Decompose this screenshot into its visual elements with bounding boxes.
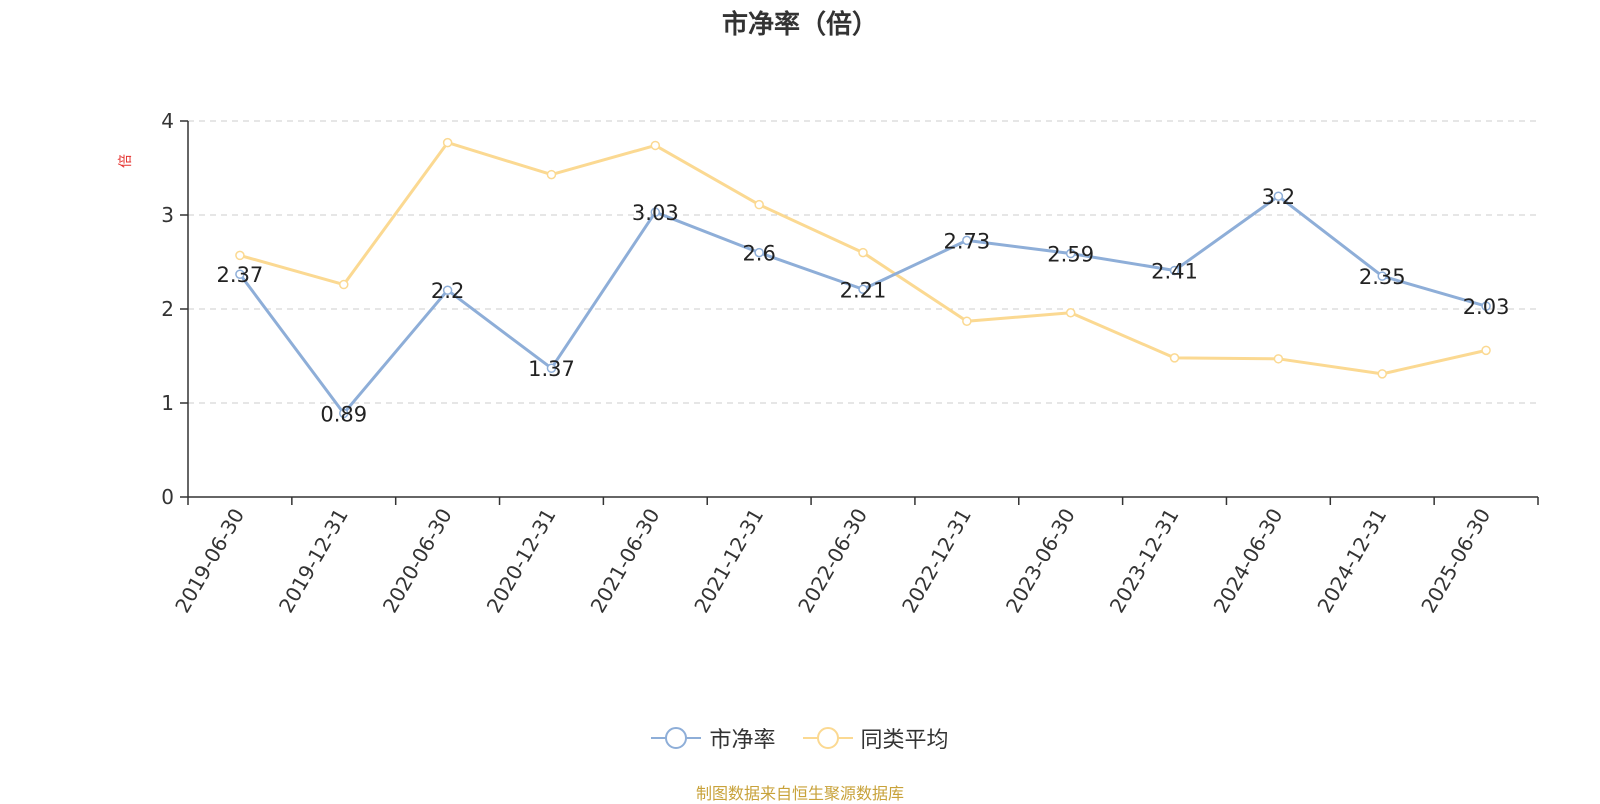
x-tick-label: 2023-06-30 [1001,504,1080,617]
data-point-0 [1481,301,1491,311]
data-point-0 [235,269,245,279]
data-point-1 [1065,308,1076,318]
data-point-1 [339,279,349,290]
data-point-1 [962,316,972,326]
y-tick-label: 4 [161,109,174,133]
x-tick-label: 2022-06-30 [793,504,872,617]
x-tick-label: 2024-06-30 [1209,504,1288,617]
data-label: 0.89 [320,402,367,426]
data-point-0 [1377,271,1387,281]
data-point-0 [546,363,557,373]
y-tick-label: 1 [161,391,174,415]
data-point-0 [858,284,868,295]
data-label: 2.6 [742,242,775,266]
data-point-0 [442,285,453,295]
x-tick-label: 2021-12-31 [689,504,768,617]
data-point-1 [754,199,764,210]
x-tick-label: 2022-12-31 [897,504,976,617]
data-label: 2.37 [217,263,264,287]
y-tick-label: 0 [161,485,174,509]
x-tick-label: 2019-12-31 [274,504,353,617]
data-point-0 [962,235,972,246]
data-point-1 [1377,369,1387,379]
legend-marker-pb [651,727,702,749]
legend-marker-peer-avg [802,727,853,749]
data-label: 2.03 [1463,295,1510,319]
chart-title: 市净率（倍） [721,10,878,40]
legend-label-pb: 市净率 [709,728,776,753]
data-point-1 [546,169,557,180]
data-point-1 [858,247,868,258]
data-point-0 [1273,191,1284,201]
x-tick-label: 2019-06-30 [170,504,249,617]
x-tick-label: 2020-06-30 [378,504,457,617]
x-tick-label: 2025-06-30 [1416,504,1495,617]
data-label: 1.37 [528,357,575,381]
data-point-0 [1065,248,1076,259]
data-point-1 [1169,353,1180,363]
data-label: 2.41 [1151,259,1198,283]
legend-item-pb[interactable]: 市净率 [651,722,776,754]
series-line-0 [238,194,1487,415]
x-tick-label: 2020-12-31 [482,504,561,617]
x-tick-label: 2023-12-31 [1105,504,1184,617]
data-point-1 [1273,354,1284,364]
data-point-0 [754,247,764,258]
data-label: 2.59 [1047,243,1094,267]
data-point-1 [235,250,245,261]
data-point-0 [339,408,349,419]
data-label: 2.73 [943,229,990,253]
legend: 市净率 同类平均 [0,722,1600,757]
data-label: 2.35 [1359,265,1406,289]
source-note: 制图数据来自恒生聚源数据库 [695,784,904,803]
data-point-1 [1481,345,1491,356]
data-point-1 [442,137,453,148]
data-point-1 [650,140,661,151]
x-tick-label: 2021-06-30 [585,504,664,617]
y-tick-label: 2 [161,297,174,321]
data-label: 2.2 [431,279,464,303]
x-tick-label: 2024-12-31 [1312,504,1391,617]
y-tick-label: 3 [161,203,174,227]
data-label: 2.21 [840,278,887,302]
series-line-1 [239,141,1487,376]
legend-label-peer-avg: 同类平均 [860,728,949,753]
data-point-0 [650,207,661,217]
data-point-0 [1169,265,1180,276]
legend-item-peer-avg[interactable]: 同类平均 [802,722,949,754]
data-label: 3.03 [632,201,679,225]
y-axis-label: 倍 [118,154,134,168]
data-label: 3.2 [1262,185,1295,209]
